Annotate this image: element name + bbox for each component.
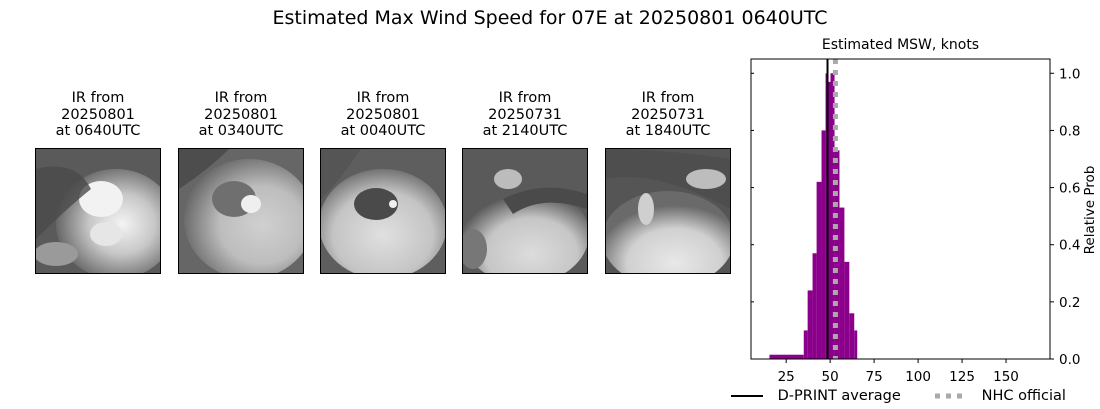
y-axis-label: Relative Prob bbox=[1082, 166, 1098, 255]
ir-title-time: at 2140UTC bbox=[482, 123, 568, 139]
histogram-bar bbox=[816, 181, 822, 359]
histogram-bar bbox=[807, 290, 813, 359]
ir-title-line: IR from bbox=[214, 90, 268, 106]
ir-satellite-image bbox=[462, 148, 588, 274]
y-axis-ticks: 0.0 0.2 0.4 0.6 0.8 1.0 bbox=[751, 66, 1080, 368]
ir-satellite-image bbox=[320, 148, 446, 274]
legend-item-nhc: NHC official bbox=[935, 386, 1066, 406]
ir-panel-title: IR from 20250801 at 0040UTC bbox=[300, 90, 466, 140]
histogram-bar bbox=[854, 330, 858, 359]
histogram-bar bbox=[812, 253, 817, 359]
x-tick-label: 100 bbox=[905, 369, 931, 385]
ir-title-time: at 0640UTC bbox=[55, 123, 141, 139]
ir-title-line: IR from bbox=[641, 90, 695, 106]
ir-panel-title: IR from 20250801 at 0640UTC bbox=[15, 90, 181, 140]
ir-title-date: 20250801 bbox=[61, 106, 135, 123]
y-tick-label: 0.2 bbox=[1059, 295, 1080, 311]
y-tick-label: 0.0 bbox=[1059, 352, 1080, 368]
ir-satellite-image bbox=[605, 148, 731, 274]
y-tick-label: 0.8 bbox=[1059, 123, 1080, 139]
x-tick-label: 150 bbox=[993, 369, 1019, 385]
ir-title-date: 20250801 bbox=[346, 106, 420, 123]
x-tick-label: 25 bbox=[778, 369, 795, 385]
histogram-title: Estimated MSW, knots bbox=[821, 37, 980, 53]
histogram-bar bbox=[803, 330, 808, 359]
ir-satellite-image bbox=[35, 148, 161, 274]
x-tick-label: 75 bbox=[866, 369, 883, 385]
ir-panel-title: IR from 20250731 at 2140UTC bbox=[442, 90, 608, 140]
ir-panel-title: IR from 20250801 at 0340UTC bbox=[158, 90, 324, 140]
ir-title-date: 20250731 bbox=[631, 106, 705, 123]
chart-suptitle: Estimated Max Wind Speed for 07E at 2025… bbox=[272, 7, 828, 29]
ir-title-line: IR from bbox=[498, 90, 552, 106]
histogram-bar bbox=[769, 354, 804, 359]
ir-title-line: IR from bbox=[71, 90, 125, 106]
histogram-bar bbox=[844, 261, 850, 359]
histogram-bar bbox=[830, 73, 835, 360]
histogram-bar bbox=[839, 207, 845, 359]
histogram-bar bbox=[827, 81, 831, 359]
solid-line-icon bbox=[731, 395, 763, 397]
x-tick-label: 50 bbox=[822, 369, 839, 385]
y-tick-label: 0.4 bbox=[1059, 238, 1080, 254]
dotted-line-icon bbox=[935, 393, 967, 399]
ir-title-time: at 1840UTC bbox=[625, 123, 711, 139]
y-tick-label: 1.0 bbox=[1059, 66, 1080, 82]
ir-panel-title: IR from 20250731 at 1840UTC bbox=[585, 90, 751, 140]
ir-satellite-image bbox=[178, 148, 304, 274]
ir-title-line: IR from bbox=[356, 90, 410, 106]
ir-title-date: 20250801 bbox=[204, 106, 278, 123]
x-axis-ticks: 25 50 75 100 125 150 bbox=[778, 359, 1019, 385]
histogram-bars bbox=[769, 73, 858, 360]
legend-label: NHC official bbox=[981, 388, 1066, 404]
legend-item-dprint: D-PRINT average bbox=[731, 386, 901, 406]
ir-title-time: at 0340UTC bbox=[198, 123, 284, 139]
histogram-bar bbox=[849, 313, 855, 359]
legend-label: D-PRINT average bbox=[777, 388, 901, 404]
y-tick-label: 0.6 bbox=[1059, 181, 1080, 197]
histogram-bar bbox=[834, 150, 840, 359]
ir-title-time: at 0040UTC bbox=[340, 123, 426, 139]
plot-frame bbox=[750, 58, 1051, 360]
x-tick-label: 125 bbox=[949, 369, 975, 385]
ir-title-date: 20250731 bbox=[488, 106, 562, 123]
histogram-bar bbox=[821, 130, 826, 359]
